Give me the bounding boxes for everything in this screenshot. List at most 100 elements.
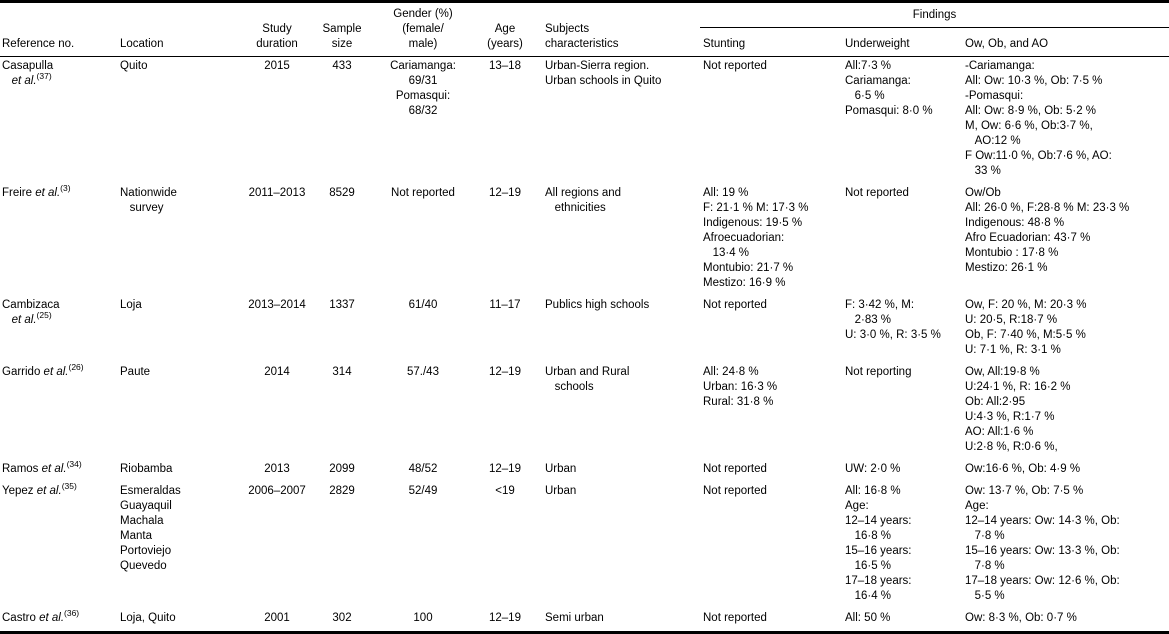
gender-cell: Not reported bbox=[391, 187, 455, 199]
etal-italic: et al. bbox=[43, 366, 69, 378]
table-row: Ramos et al.(34) Riobamba 2013 2099 48/52 12–… bbox=[0, 460, 1169, 482]
reference-cell: Castro et al.(36) bbox=[2, 608, 80, 624]
col-header-study-duration: Study duration bbox=[236, 1, 318, 57]
reference-number: (25) bbox=[36, 310, 52, 321]
header-row-top: Reference no. Location Study duration Sa… bbox=[0, 1, 1169, 57]
etal-italic: et al. bbox=[35, 187, 61, 199]
col-group-header-findings: Findings bbox=[700, 1, 1169, 28]
ow-ob-ao-cell: -Cariamanga: All: Ow: 10·3 %, Ob: 7·5 % … bbox=[965, 60, 1112, 177]
subjects-characteristics-cell: Publics high schools bbox=[545, 299, 650, 311]
col-header-subjects-characteristics: Subjects characteristics bbox=[530, 1, 700, 57]
sample-size-cell: 433 bbox=[332, 60, 352, 72]
underweight-cell: All: 50 % bbox=[845, 612, 891, 624]
sample-size-cell: 302 bbox=[332, 612, 352, 624]
subjects-characteristics-cell: Urban bbox=[545, 463, 577, 475]
col-header-reference-no: Reference no. bbox=[0, 1, 118, 57]
reference-number: (37) bbox=[36, 71, 52, 82]
gender-cell: Cariamanga: 69/31 Pomasqui: 68/32 bbox=[390, 60, 456, 117]
table-row: Cambizaca et al.(25) Loja 2013–2014 1337 61/… bbox=[0, 296, 1169, 363]
header-row-findings: Stunting Underweight Ow, Ob, and AO bbox=[0, 27, 1169, 57]
stunting-cell: Not reported bbox=[703, 60, 767, 72]
table-row: Garrido et al.(26) Paute 2014 314 57./43 12–1… bbox=[0, 363, 1169, 460]
study-duration-cell: 2015 bbox=[264, 60, 290, 72]
ow-ob-ao-cell: Ow: 8·3 %, Ob: 0·7 % bbox=[965, 612, 1077, 624]
reference-cell: Cambizaca et al.(25) bbox=[2, 299, 60, 326]
col-header-stunting: Stunting bbox=[700, 27, 843, 57]
location-cell: Quito bbox=[120, 60, 148, 72]
ow-ob-ao-cell: Ow, All:19·8 % U:24·1 %, R: 16·2 % Ob: A… bbox=[965, 366, 1071, 453]
etal-italic: et al. bbox=[39, 612, 65, 624]
table-header: Reference no. Location Study duration Sa… bbox=[0, 1, 1169, 57]
underweight-cell: F: 3·42 %, M: 2·83 % U: 3·0 %, R: 3·5 % bbox=[845, 299, 941, 341]
age-cell: <19 bbox=[495, 485, 515, 497]
sample-size-cell: 8529 bbox=[329, 187, 355, 199]
table-row: Yepez et al.(35) Esmeraldas Guayaquil Mac… bbox=[0, 482, 1169, 609]
underweight-cell: Not reporting bbox=[845, 366, 912, 378]
reference-number: (34) bbox=[66, 459, 82, 470]
age-cell: 13–18 bbox=[489, 60, 521, 72]
stunting-cell: All: 24·8 % Urban: 16·3 % Rural: 31·8 % bbox=[703, 366, 778, 408]
study-duration-cell: 2013–2014 bbox=[248, 299, 306, 311]
sample-size-cell: 1337 bbox=[329, 299, 355, 311]
etal-italic: et al. bbox=[41, 463, 67, 475]
table-row: Casapulla et al.(37) Quito 2015 433 Cariaman… bbox=[0, 57, 1169, 185]
reference-number: (36) bbox=[64, 608, 80, 619]
col-header-ow-ob-ao: Ow, Ob, and AO bbox=[963, 27, 1169, 57]
col-header-gender: Gender (%) (female/ male) bbox=[366, 1, 480, 57]
stunting-cell: Not reported bbox=[703, 485, 767, 497]
reference-number: (3) bbox=[60, 183, 71, 194]
age-cell: 12–19 bbox=[489, 187, 521, 199]
underweight-cell: Not reported bbox=[845, 187, 909, 199]
location-cell: Riobamba bbox=[120, 463, 173, 475]
age-cell: 12–19 bbox=[489, 463, 521, 475]
table-row: Castro et al.(36) Loja, Quito 2001 302 100 12… bbox=[0, 609, 1169, 633]
sample-size-cell: 2829 bbox=[329, 485, 355, 497]
age-cell: 12–19 bbox=[489, 612, 521, 624]
ow-ob-ao-cell: Ow:16·6 %, Ob: 4·9 % bbox=[965, 463, 1081, 475]
location-cell: Loja, Quito bbox=[120, 612, 176, 624]
stunting-cell: Not reported bbox=[703, 612, 767, 624]
ow-ob-ao-cell: Ow: 13·7 %, Ob: 7·5 % Age: 12–14 years: … bbox=[965, 485, 1120, 602]
underweight-cell: UW: 2·0 % bbox=[845, 463, 901, 475]
reference-cell: Yepez et al.(35) bbox=[2, 481, 77, 497]
study-duration-cell: 2013 bbox=[264, 463, 290, 475]
location-cell: Esmeraldas Guayaquil Machala Manta Porto… bbox=[120, 485, 181, 572]
location-cell: Paute bbox=[120, 366, 151, 378]
ow-ob-ao-cell: Ow/Ob All: 26·0 %, F:28·8 % M: 23·3 % In… bbox=[965, 187, 1130, 274]
etal-italic: et al. bbox=[36, 485, 62, 497]
col-header-sample-size: Sample size bbox=[318, 1, 366, 57]
gender-cell: 52/49 bbox=[408, 485, 438, 497]
col-header-age: Age (years) bbox=[480, 1, 530, 57]
gender-cell: 57./43 bbox=[407, 366, 439, 378]
col-header-location: Location bbox=[118, 1, 236, 57]
study-duration-cell: 2011–2013 bbox=[248, 187, 306, 199]
subjects-characteristics-cell: All regions and ethnicities bbox=[545, 187, 622, 214]
study-duration-cell: 2006–2007 bbox=[248, 485, 306, 497]
stunting-cell: Not reported bbox=[703, 463, 767, 475]
etal-italic: et al. bbox=[11, 75, 37, 87]
study-duration-cell: 2014 bbox=[264, 366, 290, 378]
reference-cell: Garrido et al.(26) bbox=[2, 362, 84, 378]
stunting-cell: Not reported bbox=[703, 299, 767, 311]
reference-number: (35) bbox=[61, 481, 77, 492]
col-header-underweight: Underweight bbox=[843, 27, 963, 57]
subjects-characteristics-cell: Semi urban bbox=[545, 612, 604, 624]
gender-cell: 48/52 bbox=[408, 463, 438, 475]
subjects-characteristics-cell: Urban and Rural schools bbox=[545, 366, 630, 393]
gender-cell: 100 bbox=[413, 612, 433, 624]
stunting-cell: All: 19 % F: 21·1 % M: 17·3 % Indigenous… bbox=[703, 187, 809, 289]
reference-cell: Casapulla et al.(37) bbox=[2, 60, 54, 87]
study-duration-cell: 2001 bbox=[264, 612, 290, 624]
etal-italic: et al. bbox=[11, 314, 37, 326]
age-cell: 11–17 bbox=[489, 299, 521, 311]
sample-size-cell: 2099 bbox=[329, 463, 355, 475]
age-cell: 12–19 bbox=[489, 366, 521, 378]
sample-size-cell: 314 bbox=[332, 366, 352, 378]
ow-ob-ao-cell: Ow, F: 20 %, M: 20·3 % U: 20·5, R:18·7 %… bbox=[965, 299, 1087, 356]
underweight-cell: All: 16·8 % Age: 12–14 years: 16·8 % 15–… bbox=[845, 485, 912, 602]
gender-cell: 61/40 bbox=[408, 299, 438, 311]
reference-cell: Ramos et al.(34) bbox=[2, 459, 82, 475]
table-row: Freire et al.(3) Nationwide survey 2011–20… bbox=[0, 184, 1169, 296]
